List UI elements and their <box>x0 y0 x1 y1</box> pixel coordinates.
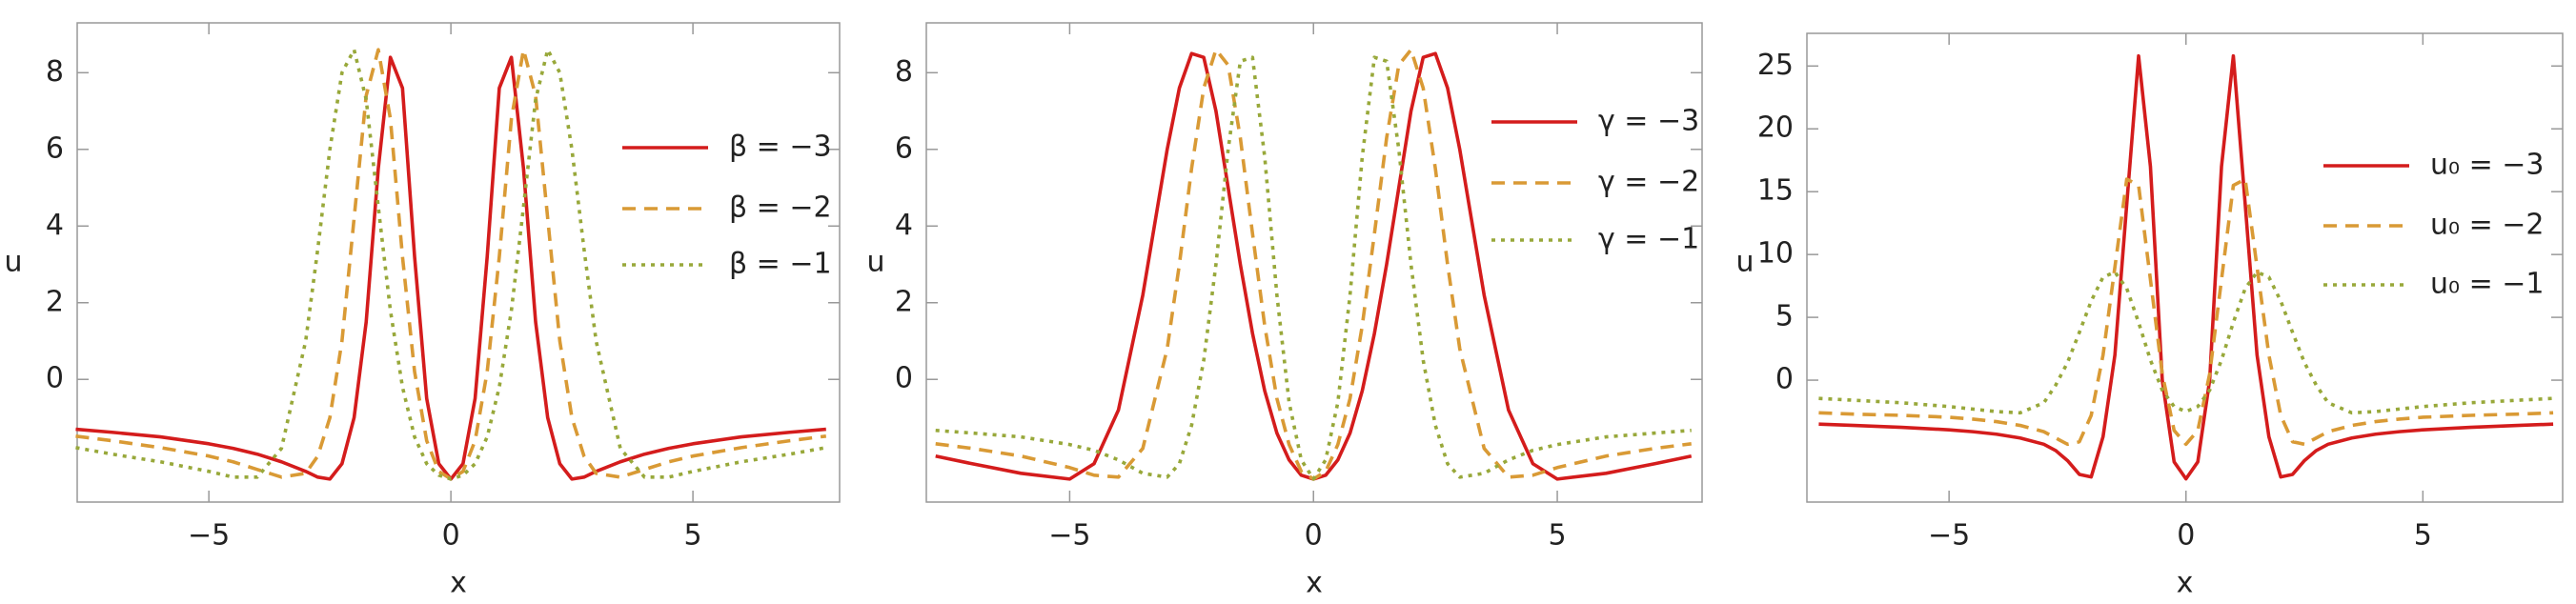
y-tick-label: 2 <box>895 285 913 318</box>
y-tick-label: 10 <box>1757 237 1794 271</box>
legend-label: u₀ = −1 <box>2430 268 2544 301</box>
x-tick-label: −5 <box>1048 519 1090 553</box>
plot-frame <box>925 22 1703 503</box>
y-tick-label: 4 <box>895 209 913 242</box>
data-line <box>75 48 827 481</box>
legend-label: γ = −2 <box>1598 166 1699 199</box>
y-tick-label: 6 <box>895 131 913 165</box>
x-tick-label: 0 <box>442 519 460 553</box>
data-line <box>935 55 1692 481</box>
x-tick-label: 5 <box>684 519 702 553</box>
x-axis-label: x <box>450 567 467 600</box>
legend-label: γ = −1 <box>1598 223 1699 256</box>
y-tick-label: 8 <box>895 55 913 89</box>
y-tick-label: 0 <box>1775 363 1794 396</box>
y-axis-label: u <box>1735 246 1754 279</box>
data-line <box>1818 270 2554 415</box>
y-tick-label: 6 <box>46 131 64 165</box>
data-line <box>75 55 826 481</box>
x-tick-label: 0 <box>1305 519 1323 553</box>
legend-label: β = −1 <box>729 248 832 281</box>
data-line <box>1818 53 2554 481</box>
legend-label: β = −3 <box>729 131 832 164</box>
x-axis-label: x <box>1306 567 1323 600</box>
legend-label: u₀ = −3 <box>2430 149 2544 182</box>
legend-label: u₀ = −2 <box>2430 209 2544 242</box>
y-tick-label: 25 <box>1757 49 1794 82</box>
x-tick-label: 0 <box>2177 519 2195 553</box>
data-line <box>75 48 827 481</box>
legend-label: β = −2 <box>729 191 832 225</box>
x-tick-label: −5 <box>188 519 230 553</box>
x-tick-label: −5 <box>1928 519 1970 553</box>
y-tick-label: 2 <box>46 285 64 318</box>
y-tick-label: 8 <box>46 55 64 89</box>
plot-frame <box>76 22 841 503</box>
plot-frame <box>1806 32 2564 503</box>
y-tick-label: 20 <box>1757 111 1794 145</box>
y-tick-label: 15 <box>1757 174 1794 208</box>
x-tick-label: 5 <box>2414 519 2432 553</box>
data-line <box>1818 177 2554 447</box>
y-axis-label: u <box>4 246 22 279</box>
y-axis-label: u <box>866 246 884 279</box>
y-tick-label: 0 <box>895 362 913 395</box>
x-tick-label: 5 <box>1548 519 1566 553</box>
y-tick-label: 4 <box>46 209 64 242</box>
y-tick-label: 0 <box>46 362 64 395</box>
y-tick-label: 5 <box>1775 300 1794 333</box>
legend-label: γ = −3 <box>1598 105 1699 138</box>
x-axis-label: x <box>2177 567 2194 600</box>
data-line <box>935 51 1693 481</box>
data-line <box>935 48 1692 481</box>
